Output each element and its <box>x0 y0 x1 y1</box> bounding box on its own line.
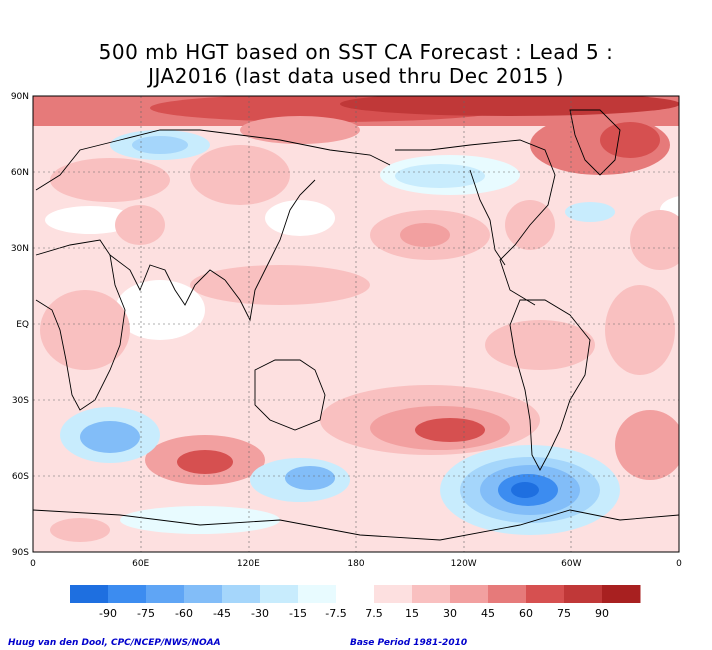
colorbar-swatch <box>374 585 413 603</box>
colorbar-swatch <box>564 585 603 603</box>
y-tick-label: 30S <box>12 396 29 406</box>
colorbar-swatch <box>450 585 489 603</box>
colorbar-label: 60 <box>519 607 533 620</box>
colorbar-swatch <box>526 585 565 603</box>
x-axis-ticks: 0 60E 120E 180 120W 60W 0 <box>30 559 682 569</box>
colorbar-swatch <box>412 585 451 603</box>
colorbar-label: 45 <box>481 607 495 620</box>
credit-author: Huug van den Dool, CPC/NCEP/NWS/NOAA <box>8 638 221 648</box>
chart-title-line2: JJA2016 (last data used thru Dec 2015 ) <box>148 64 564 88</box>
credit-base-period: Base Period 1981-2010 <box>350 638 468 648</box>
x-tick-label: 60W <box>561 559 581 569</box>
colorbar-label: 90 <box>595 607 609 620</box>
y-tick-label: EQ <box>16 320 29 330</box>
chart-title-line1: 500 mb HGT based on SST CA Forecast : Le… <box>98 40 614 64</box>
y-tick-label: 30N <box>11 244 29 254</box>
north-negative-lobes <box>45 130 679 236</box>
y-tick-label: 60S <box>12 472 29 482</box>
colorbar-label: -60 <box>175 607 193 620</box>
colorbar-swatch <box>488 585 527 603</box>
tropical-band <box>40 280 675 375</box>
colorbar-swatch <box>108 585 147 603</box>
y-tick-label: 90S <box>12 548 29 558</box>
y-axis-ticks: 90N 60N 30N EQ 30S 60S 90S <box>11 92 29 558</box>
colorbar-swatch <box>146 585 185 603</box>
colorbar-swatch <box>298 585 337 603</box>
y-tick-label: 90N <box>11 92 29 102</box>
lat-lon-grid <box>33 96 679 552</box>
x-tick-label: 120E <box>237 559 260 569</box>
colorbar-label: -90 <box>99 607 117 620</box>
north-midlat-positives <box>115 200 679 305</box>
x-tick-label: 0 <box>30 559 36 569</box>
colorbar-label: -30 <box>251 607 269 620</box>
plot-frame <box>32 95 680 553</box>
colorbar-swatch <box>336 585 375 603</box>
colorbar-swatch <box>184 585 223 603</box>
x-tick-label: 0 <box>676 559 682 569</box>
colorbar-label: 75 <box>557 607 571 620</box>
colorbar-swatch <box>602 585 641 603</box>
y-tick-label: 60N <box>11 168 29 178</box>
colorbar-label: -75 <box>137 607 155 620</box>
colorbar-label: 30 <box>443 607 457 620</box>
x-tick-label: 60E <box>132 559 149 569</box>
colorbar-label: 15 <box>405 607 419 620</box>
colorbar-swatch <box>260 585 299 603</box>
coastlines <box>33 109 679 541</box>
map-field <box>33 96 679 552</box>
colorbar-swatch <box>70 585 109 603</box>
colorbar-label: -7.5 <box>325 607 346 620</box>
colorbar-label: -15 <box>289 607 307 620</box>
colorbar-label: -45 <box>213 607 231 620</box>
south-negatives <box>60 407 620 535</box>
south-positives <box>50 385 679 542</box>
colorbar: -90 -75 -60 -45 -30 -15 -7.5 7.5 15 30 45 60 75 90 <box>70 585 641 620</box>
x-tick-label: 180 <box>347 559 364 569</box>
x-tick-label: 120W <box>451 559 477 569</box>
colorbar-label: 7.5 <box>365 607 383 620</box>
colorbar-swatch <box>222 585 261 603</box>
